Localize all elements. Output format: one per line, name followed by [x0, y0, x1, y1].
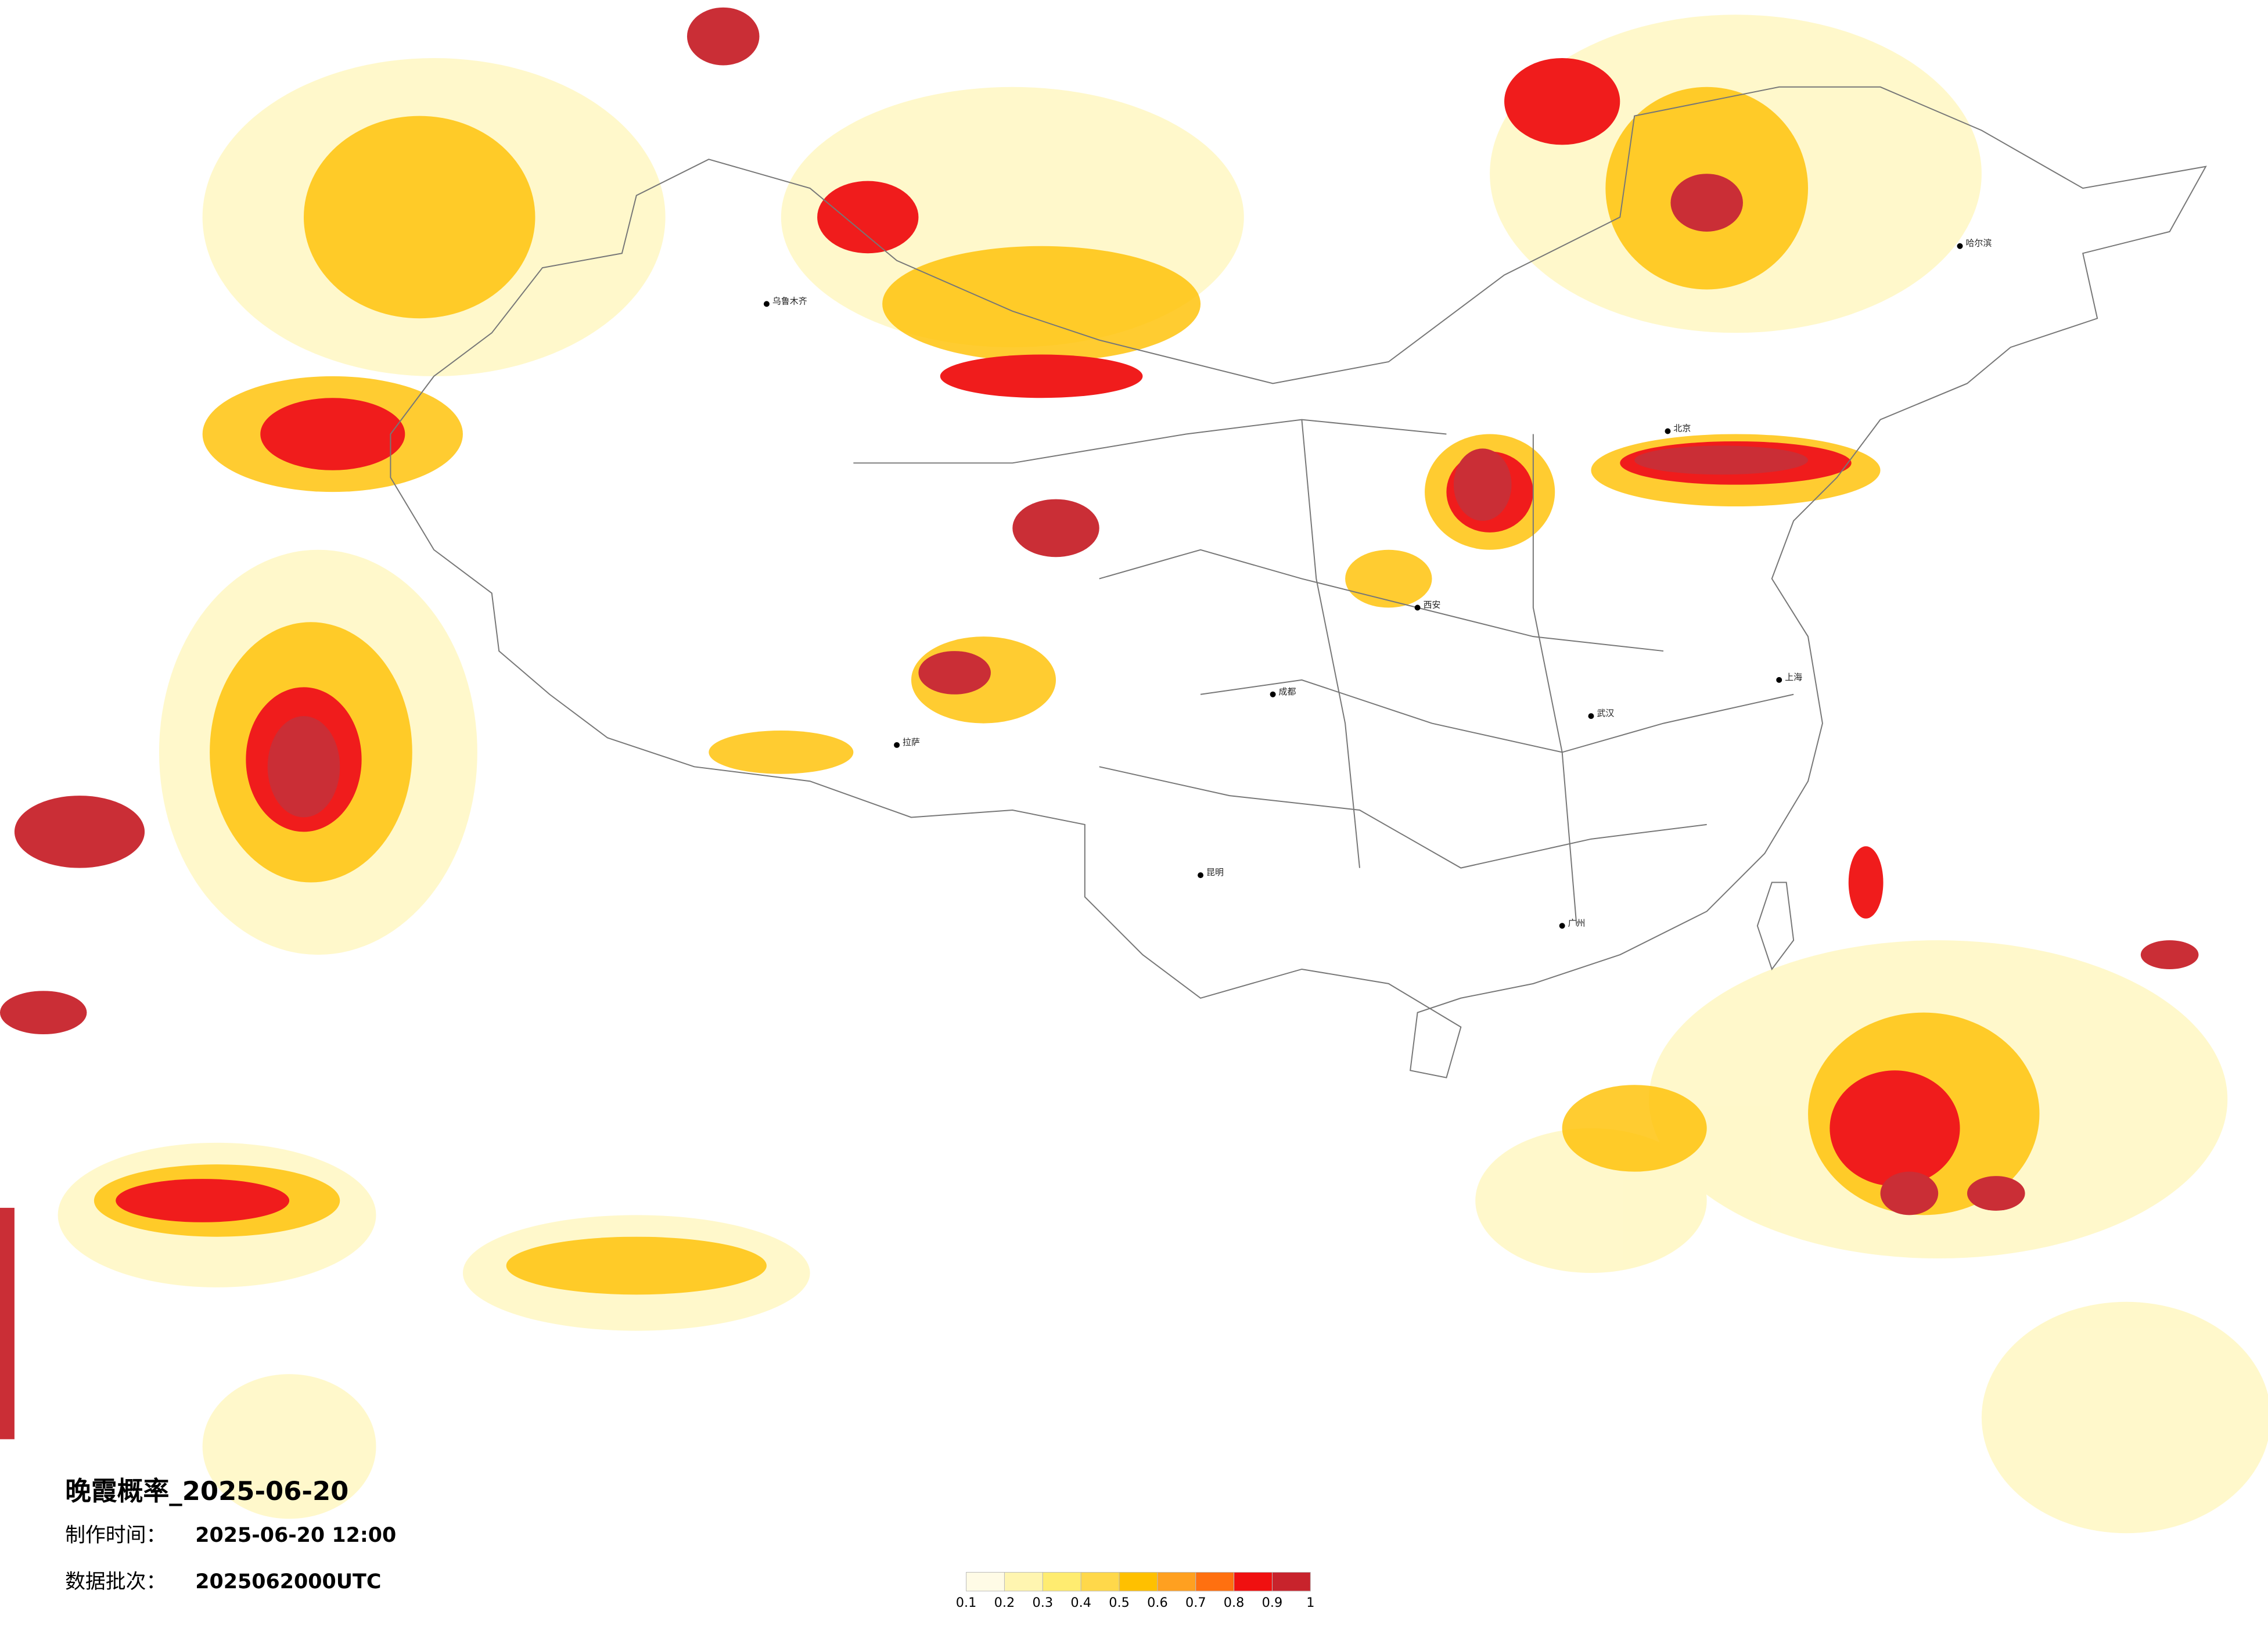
title: 晚霞概率_2025-06-20: [65, 1476, 348, 1506]
city-label: 哈尔滨: [1965, 238, 1992, 249]
city-label: 成都: [1279, 686, 1296, 697]
colorbar-tick-label: 0.6: [1147, 1595, 1168, 1610]
colorbar-tick-label: 0.8: [1224, 1595, 1245, 1610]
colorbar: 0.1 0.2 0.3 0.4 0.5 0.6 0.7 0.8 0.9 1: [956, 1571, 1314, 1610]
colorbar-swatch: [1271, 1571, 1311, 1592]
boundaries: [390, 86, 2207, 1078]
colorbar-tick-label: 0.1: [956, 1595, 977, 1610]
city-label: 乌鲁木齐: [772, 296, 807, 306]
batch-label: 数据批次：: [65, 1570, 166, 1593]
made-time: 2025-06-20 12:00: [195, 1524, 396, 1547]
colorbar-tick-label: 0.7: [1185, 1595, 1206, 1610]
probability-field: [0, 7, 2268, 1534]
colorbar-swatch: [1234, 1571, 1273, 1592]
colorbar-swatch: [1119, 1571, 1158, 1592]
colorbar-tick-label: 0.5: [1109, 1595, 1130, 1610]
made-time-label: 制作时间：: [65, 1524, 166, 1547]
colorbar-tick-label: 0.9: [1262, 1595, 1283, 1610]
colorbar-swatch: [1080, 1571, 1120, 1592]
cities: 北京 上海 广州 成都 武汉 西安 乌鲁木齐 拉萨 哈尔滨 昆明: [763, 238, 1992, 929]
city-label: 西安: [1424, 599, 1441, 610]
city-label: 昆明: [1206, 867, 1224, 877]
city-label: 拉萨: [903, 737, 920, 747]
city-label: 上海: [1785, 672, 1802, 682]
colorbar-swatch: [1004, 1571, 1043, 1592]
batch: 2025062000UTC: [195, 1570, 381, 1593]
colorbar-swatch: [1195, 1571, 1235, 1592]
colorbar-swatch: [1042, 1571, 1081, 1592]
colorbar-tick-label: 0.3: [1033, 1595, 1054, 1610]
colorbar-tick-label: 0.2: [994, 1595, 1015, 1610]
city-label: 武汉: [1597, 708, 1614, 718]
city-label: 北京: [1673, 423, 1691, 434]
colorbar-swatch: [1157, 1571, 1196, 1592]
colorbar-tick-label: 1: [1306, 1595, 1314, 1610]
city-label: 广州: [1568, 918, 1586, 928]
colorbar-swatch: [966, 1571, 1005, 1592]
colorbar-tick-label: 0.4: [1070, 1595, 1091, 1610]
